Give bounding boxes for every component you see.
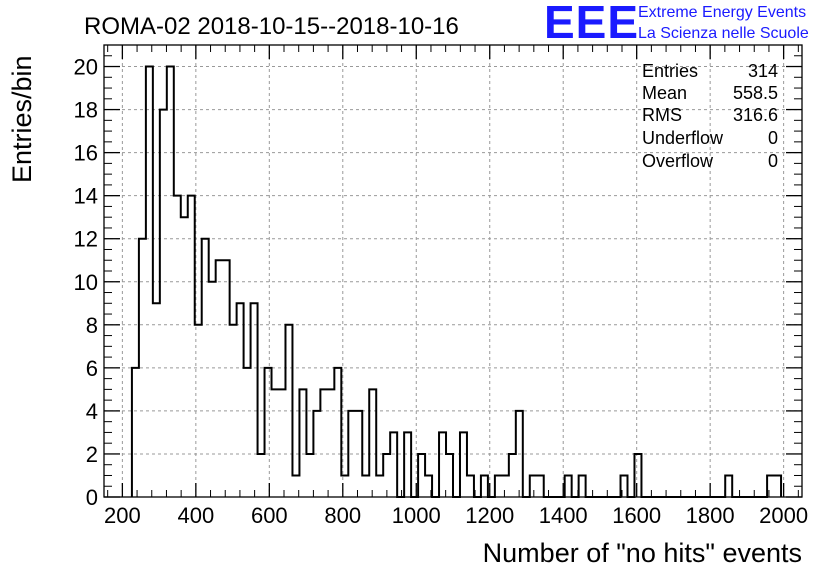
y-tick-label: 10 [74,270,98,295]
eee-logo: EEE Extreme Energy Events La Scienza nel… [544,0,834,48]
y-tick-label: 16 [74,141,98,166]
histogram-outline [130,65,783,498]
histogram-bin [153,303,160,497]
x-tick-label: 400 [177,503,214,528]
histogram-bin [376,475,383,497]
y-tick-label: 14 [74,184,98,209]
stats-overflow-value: 0 [768,151,778,171]
histogram-bin [244,368,251,497]
histogram-bin [725,475,732,497]
stats-rms-value: 316.6 [733,105,778,125]
histogram-bin [181,217,188,497]
stats-mean-label: Mean [642,83,687,103]
histogram-bin [327,389,334,497]
stats-entries-label: Entries [642,61,698,81]
x-tick-label: 1000 [392,503,441,528]
histogram-bin [279,389,286,497]
histogram-bin [502,475,509,497]
x-tick-label: 800 [324,503,361,528]
histogram-bin [446,454,453,497]
x-tick-label: 1400 [539,503,588,528]
histogram-bin [265,368,272,497]
stats-box: Entries 314 Mean 558.5 RMS 316.6 Underfl… [642,61,778,171]
histogram-bin [251,303,258,497]
x-axis-label: Number of "no hits" events [483,538,802,568]
histogram-bin [509,454,516,497]
histogram-bin [237,303,244,497]
stats-overflow-label: Overflow [642,151,714,171]
x-tick-label: 600 [251,503,288,528]
x-tick-label: 1200 [465,503,514,528]
histogram-bin [334,368,341,497]
stats-underflow-value: 0 [768,128,778,148]
histogram-bin [418,454,425,497]
histogram-bin [174,196,181,497]
y-axis-label: Entries/bin [7,55,37,183]
y-tick-label: 18 [74,98,98,123]
histogram-bin [460,432,467,497]
histogram-bin [537,475,544,497]
eee-logo-line1: Extreme Energy Events [638,4,807,21]
y-tick-label: 6 [86,356,98,381]
y-tick-label: 2 [86,442,98,467]
histogram-bin [390,432,397,497]
histogram-bin [132,368,139,497]
histogram-bin [467,475,474,497]
histogram-bin [258,454,265,497]
histogram-bin [774,475,781,497]
eee-logo-line2: La Scienza nelle Scuole [638,25,809,42]
x-tick-label: 2000 [759,503,808,528]
y-tick-label: 0 [86,485,98,510]
x-tick-label: 1600 [612,503,661,528]
histogram-bin [767,475,774,497]
y-tick-label: 12 [74,227,98,252]
histogram-bin [209,282,216,497]
histogram-bin [188,196,195,497]
stats-rms-label: RMS [642,105,682,125]
x-tick-label: 200 [104,503,141,528]
histogram-bin [320,389,327,497]
histogram-bin [306,454,313,497]
histogram-bin [160,110,167,497]
chart-title: ROMA-02 2018-10-15--2018-10-16 [84,13,459,40]
y-axis-ticks: 0 2 4 6 8 10 12 14 16 18 20 [74,44,802,510]
histogram-bin [404,432,411,497]
x-axis-ticks: 200 400 600 800 1000 1200 1400 1600 1800 2000 [104,45,808,528]
histogram-bin [579,475,586,497]
histogram-bin [495,475,502,497]
histogram-bin [272,389,279,497]
eee-logo-mark: EEE [544,0,640,48]
y-tick-label: 4 [86,399,98,424]
histogram-bin [530,475,537,497]
stats-underflow-label: Underflow [642,128,724,148]
histogram-bin [362,475,369,497]
histogram-bin [481,475,488,497]
stats-mean-value: 558.5 [733,83,778,103]
x-tick-label: 1800 [686,503,735,528]
histogram-bin [223,260,230,497]
y-tick-label: 8 [86,313,98,338]
histogram-bin [439,432,446,497]
y-tick-label: 20 [74,55,98,80]
histogram-bin [369,389,376,497]
stats-entries-value: 314 [748,61,778,81]
histogram-bin [299,389,306,497]
histogram-bin [634,454,641,497]
histogram-bin [565,475,572,497]
histogram-bin [216,260,223,497]
